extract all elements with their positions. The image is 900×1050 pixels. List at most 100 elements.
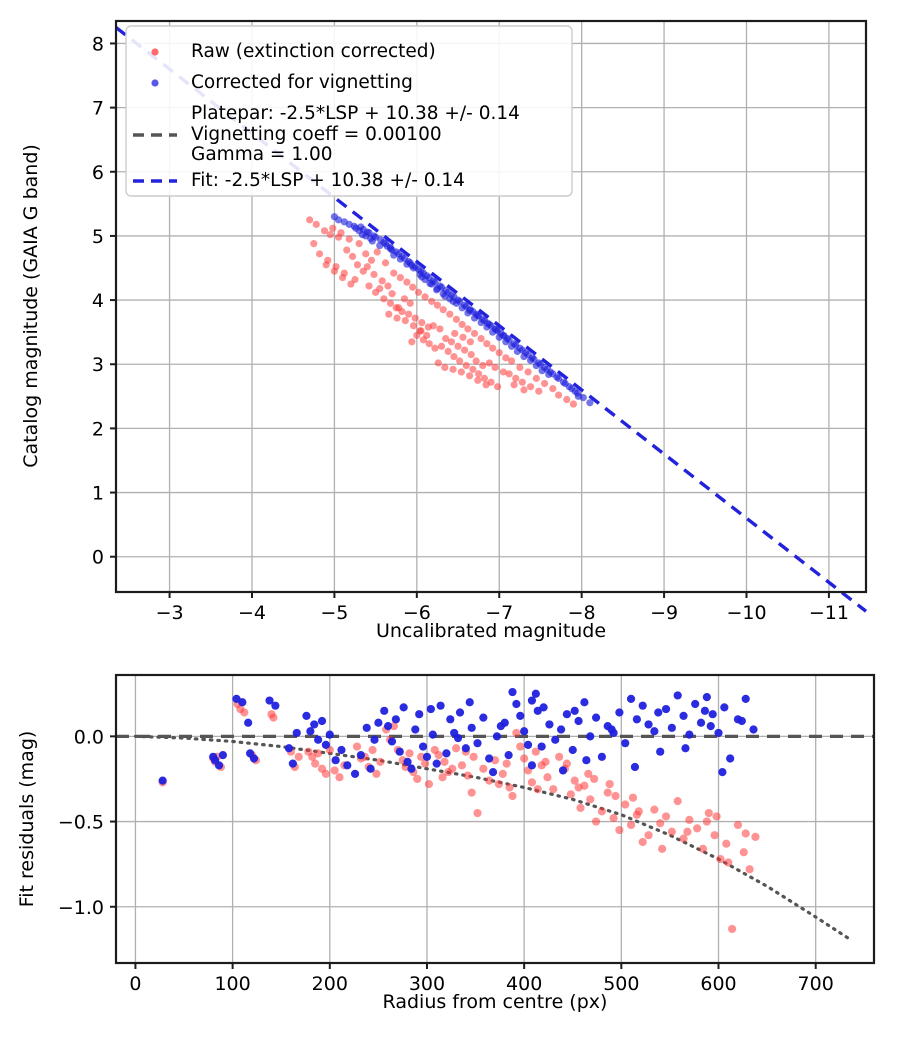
residual-point: [314, 749, 323, 758]
bottom-x-tick-label: 200: [312, 973, 348, 995]
top-scatter-points: [306, 213, 594, 408]
data-point: [357, 223, 365, 231]
data-point: [474, 311, 482, 320]
data-point: [426, 279, 434, 287]
residual-point: [555, 752, 564, 761]
residual-point: [741, 694, 750, 703]
data-point: [418, 318, 426, 327]
residual-point: [413, 774, 422, 784]
data-point: [343, 246, 351, 254]
residual-point: [658, 844, 667, 853]
residual-point: [240, 708, 249, 717]
data-point: [416, 327, 424, 335]
data-point: [569, 400, 578, 408]
data-point: [454, 342, 462, 350]
residual-point: [321, 769, 331, 778]
residual-point: [321, 740, 331, 749]
data-point: [408, 338, 416, 346]
data-point: [393, 314, 401, 322]
residual-point: [673, 691, 682, 700]
residual-point: [591, 713, 601, 722]
residual-point: [403, 757, 412, 767]
residual-point: [306, 727, 315, 736]
data-point: [414, 288, 423, 296]
data-point: [495, 349, 503, 357]
data-point: [526, 383, 535, 391]
residual-point: [543, 773, 552, 782]
legend-marker-dot: [151, 79, 159, 87]
data-point: [482, 381, 490, 389]
residual-point: [452, 744, 461, 753]
residual-point: [638, 701, 647, 710]
bottom-y-tick-label: −1.0: [58, 897, 104, 919]
data-point: [441, 363, 449, 372]
residual-point: [716, 854, 725, 864]
residual-point: [395, 747, 404, 756]
data-point: [477, 318, 485, 327]
data-point: [447, 338, 456, 346]
legend-box[interactable]: Raw (extinction corrected) Corrected for …: [125, 25, 573, 197]
data-point: [469, 365, 477, 373]
data-point: [441, 292, 449, 300]
data-point: [381, 259, 390, 267]
legend-item-label: Corrected for vignetting: [191, 72, 413, 93]
residual-point: [679, 834, 688, 843]
residual-point: [415, 710, 424, 719]
residual-point: [638, 837, 647, 847]
residual-point: [350, 769, 360, 778]
data-point: [434, 359, 442, 367]
residual-point: [527, 696, 537, 705]
residual-point: [558, 766, 568, 775]
data-point: [452, 315, 460, 323]
fit-residuals-panel: 0 100 200 300 400 500 600 700 0.0 −0.5 −1.0 Radiu…: [16, 673, 876, 1013]
data-point: [561, 379, 569, 388]
top-x-tick-label: −11: [809, 602, 849, 624]
data-point: [400, 295, 409, 303]
residual-point: [384, 722, 393, 731]
residual-point: [574, 716, 583, 726]
data-point: [563, 395, 571, 404]
residual-point: [603, 788, 612, 797]
residual-point: [479, 764, 488, 773]
residual-point: [591, 817, 601, 826]
residual-point: [562, 710, 572, 719]
data-point: [508, 357, 516, 365]
data-point: [449, 365, 457, 373]
data-point: [568, 385, 576, 393]
data-point: [538, 367, 546, 375]
residual-point: [681, 744, 690, 753]
top-y-tick-label: 3: [92, 354, 104, 376]
residual-point: [570, 776, 579, 785]
data-point: [330, 213, 339, 221]
data-point: [339, 274, 347, 282]
data-point: [574, 392, 582, 400]
residual-point: [214, 761, 224, 770]
data-point: [446, 310, 454, 318]
residual-point: [238, 698, 247, 707]
data-point: [477, 334, 485, 343]
residual-point: [628, 793, 638, 802]
residual-point: [745, 865, 754, 874]
data-point: [404, 310, 413, 318]
residual-point: [438, 773, 447, 782]
data-point: [424, 323, 432, 331]
top-x-tick-label: −7: [485, 602, 513, 624]
data-point: [330, 267, 339, 275]
residual-point: [576, 803, 585, 813]
data-point: [458, 320, 466, 329]
data-point: [345, 235, 353, 243]
top-y-tick-label: 5: [92, 226, 104, 248]
residual-point: [586, 795, 595, 804]
residual-point: [661, 812, 671, 821]
residual-point: [387, 737, 397, 746]
data-point: [449, 297, 457, 305]
data-point: [451, 329, 459, 338]
residual-point: [465, 698, 474, 707]
data-point: [520, 352, 528, 361]
residual-point: [485, 754, 494, 763]
data-point: [385, 310, 393, 318]
residual-point: [372, 769, 381, 778]
residual-point: [434, 750, 443, 760]
data-point: [376, 236, 385, 244]
data-point: [378, 277, 386, 285]
